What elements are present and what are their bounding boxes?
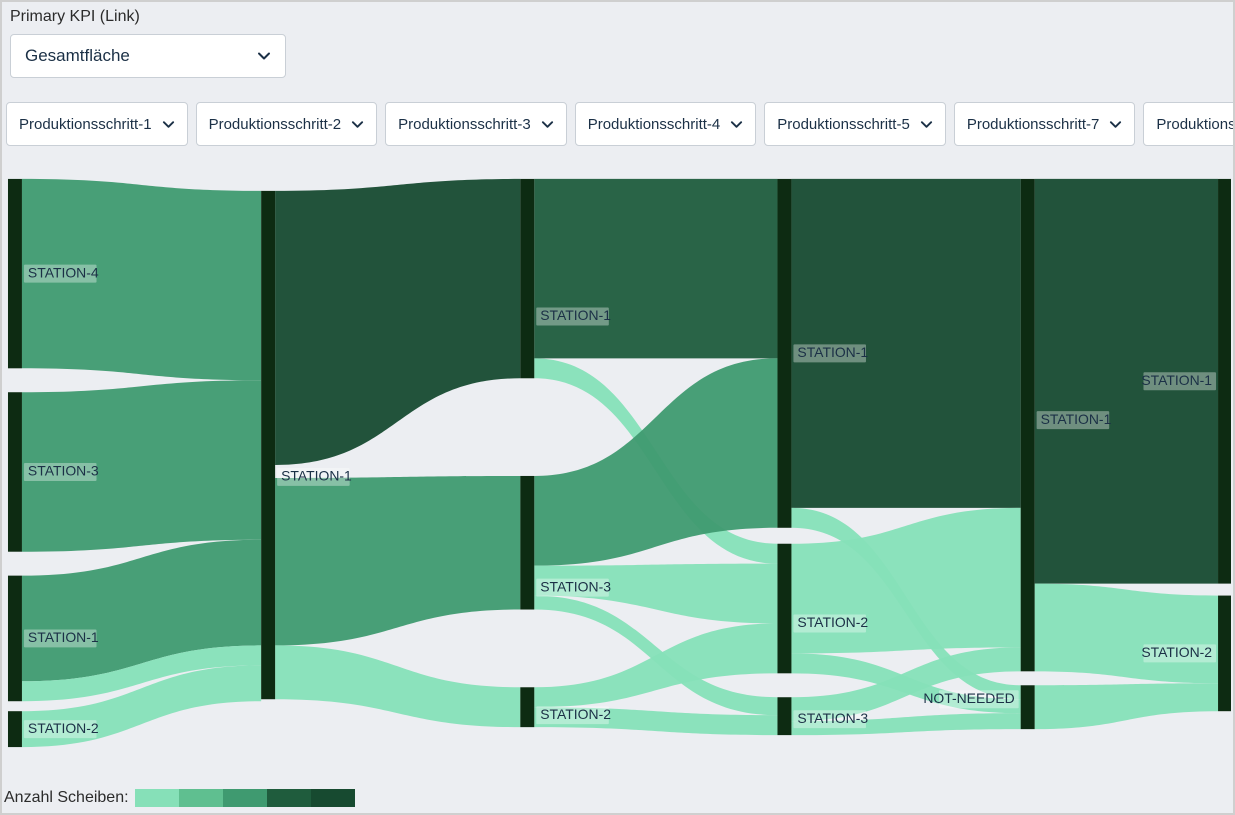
sankey-node[interactable] <box>1218 596 1231 712</box>
sankey-node[interactable] <box>520 476 534 610</box>
node-label: NOT-NEEDED <box>923 690 1014 706</box>
sankey-node[interactable] <box>1021 685 1035 729</box>
sankey-node[interactable] <box>777 179 791 528</box>
chevron-down-icon <box>541 118 554 131</box>
legend-swatches <box>135 789 355 807</box>
step-select-3[interactable]: Produktionsschritt-3 <box>385 102 567 146</box>
legend-swatch <box>311 789 355 807</box>
legend-label: Anzahl Scheiben: <box>4 789 129 807</box>
dashboard-frame: Primary KPI (Link) Gesamtfläche Produkti… <box>0 0 1235 815</box>
step-select-label: Produktionsschritt-7 <box>967 116 1100 133</box>
chevron-down-icon <box>730 118 743 131</box>
sankey-node[interactable] <box>777 544 791 674</box>
node-label: STATION-1 <box>1041 411 1112 427</box>
step-select-label: Produktionsschritt-4 <box>588 116 721 133</box>
node-label: STATION-4 <box>28 264 99 280</box>
sankey-node[interactable] <box>777 697 791 735</box>
legend-swatch <box>135 789 179 807</box>
chevron-down-icon <box>351 118 364 131</box>
sankey-node[interactable] <box>8 576 22 702</box>
sankey-node[interactable] <box>1218 179 1231 584</box>
sankey-node[interactable] <box>520 179 534 378</box>
node-label: STATION-1 <box>797 344 868 360</box>
step-select-7[interactable]: Produktionsschritt-6 <box>1143 102 1235 146</box>
node-label: STATION-1 <box>281 468 352 484</box>
kpi-label: Primary KPI (Link) <box>10 8 140 26</box>
step-select-label: Produktionsschritt-2 <box>209 116 342 133</box>
legend-swatch <box>267 789 311 807</box>
sankey-node[interactable] <box>520 687 534 727</box>
sankey-link[interactable] <box>275 476 520 645</box>
step-selector-row: Produktionsschritt-1 Produktionsschritt-2… <box>6 102 1227 146</box>
legend-swatch <box>179 789 223 807</box>
legend-swatch <box>223 789 267 807</box>
node-label: STATION-3 <box>28 463 99 479</box>
step-select-label: Produktionsschritt-5 <box>777 116 910 133</box>
node-label: STATION-2 <box>797 614 868 630</box>
step-select-label: Produktionsschritt-6 <box>1156 116 1235 133</box>
chevron-down-icon <box>1109 118 1122 131</box>
sankey-node[interactable] <box>1021 179 1035 671</box>
node-label: STATION-1 <box>28 629 99 645</box>
sankey-link[interactable] <box>1035 683 1218 729</box>
node-label: STATION-2 <box>540 706 611 722</box>
step-select-6[interactable]: Produktionsschritt-7 <box>954 102 1136 146</box>
node-label: STATION-1 <box>540 307 611 323</box>
step-select-5[interactable]: Produktionsschritt-5 <box>764 102 946 146</box>
chevron-down-icon <box>257 49 271 63</box>
sankey-link[interactable] <box>275 645 520 727</box>
step-select-label: Produktionsschritt-3 <box>398 116 531 133</box>
sankey-link[interactable] <box>534 179 777 358</box>
sankey-link[interactable] <box>275 179 520 465</box>
kpi-select-value: Gesamtfläche <box>25 46 130 66</box>
node-label: STATION-2 <box>28 720 99 736</box>
sankey-link[interactable] <box>534 358 777 565</box>
sankey-node[interactable] <box>8 179 22 368</box>
kpi-select[interactable]: Gesamtfläche <box>10 34 286 78</box>
sankey-chart: STATION-4 STATION-3 STATION-1 STATION-2 STAT… <box>4 178 1231 748</box>
sankey-node[interactable] <box>261 191 275 699</box>
legend: Anzahl Scheiben: <box>4 789 355 807</box>
chevron-down-icon <box>920 118 933 131</box>
node-label: STATION-3 <box>797 710 868 726</box>
sankey-node[interactable] <box>8 711 22 747</box>
sankey-node[interactable] <box>8 392 22 551</box>
step-select-label: Produktionsschritt-1 <box>19 116 152 133</box>
sankey-link[interactable] <box>1035 584 1218 684</box>
step-select-1[interactable]: Produktionsschritt-1 <box>6 102 188 146</box>
node-label: STATION-2 <box>1141 644 1212 660</box>
node-label: STATION-3 <box>540 578 611 594</box>
node-label: STATION-1 <box>1141 372 1212 388</box>
step-select-4[interactable]: Produktionsschritt-4 <box>575 102 757 146</box>
chevron-down-icon <box>162 118 175 131</box>
step-select-2[interactable]: Produktionsschritt-2 <box>196 102 378 146</box>
